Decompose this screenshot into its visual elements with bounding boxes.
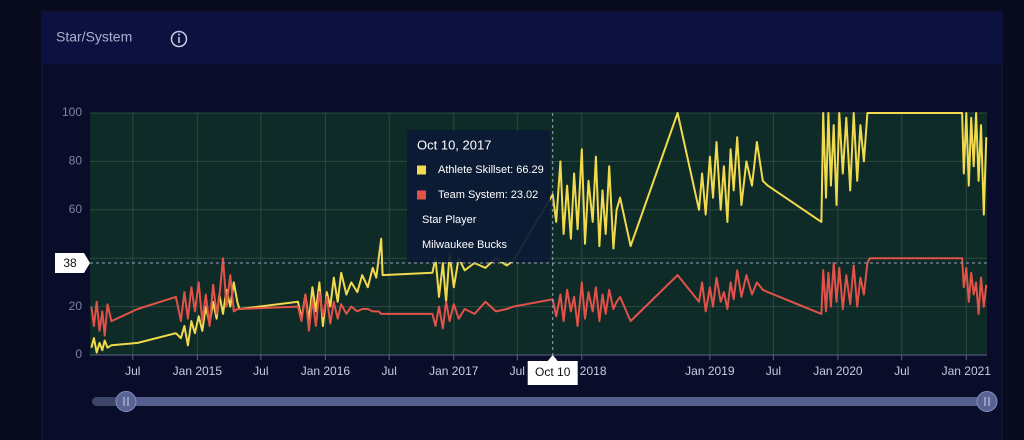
info-dot <box>178 33 180 36</box>
x-tick-label: Jan 2019 <box>685 364 735 378</box>
tooltip: Oct 10, 2017 Athlete Skillset: 66.29 Team … <box>407 130 550 262</box>
slider-handle-right[interactable] <box>976 391 998 412</box>
series-line <box>90 112 988 354</box>
x-tick-label: Jan 2015 <box>173 364 223 378</box>
y-tick-label: 0 <box>75 347 82 361</box>
tooltip-swatch <box>417 165 426 175</box>
crosshair: 38 Oct 10 <box>55 113 987 385</box>
y-tick-label: 80 <box>69 154 83 168</box>
x-tick-label: Jul <box>766 364 781 378</box>
crosshair-x-label: Oct 10 <box>535 365 571 379</box>
panel-header <box>42 12 1002 64</box>
tooltip-swatch <box>417 190 426 200</box>
y-tick-label: 100 <box>62 105 82 119</box>
range-slider[interactable] <box>92 391 998 412</box>
series-line <box>90 257 988 337</box>
info-icon[interactable] <box>170 30 188 48</box>
slider-selection <box>126 397 987 406</box>
tooltip-row: Athlete Skillset: 66.29 <box>438 164 544 176</box>
x-tick-label: Jul <box>894 364 909 378</box>
slider-handle-left[interactable] <box>115 391 137 412</box>
x-tick-label: Jul <box>125 364 140 378</box>
tooltip-row: Team System: 23.02 <box>438 189 538 201</box>
crosshair-y-box <box>55 253 90 274</box>
tooltip-title: Oct 10, 2017 <box>417 137 491 152</box>
x-tick-label: Jul <box>382 364 397 378</box>
panel-title: Star/System <box>56 29 132 45</box>
x-tick-label: Jan 2020 <box>813 364 863 378</box>
series-lines <box>90 112 988 354</box>
info-circle <box>170 30 188 48</box>
y-tick-label: 60 <box>69 202 83 216</box>
crosshair-x-box <box>527 355 578 385</box>
x-tick-label: Jul <box>510 364 525 378</box>
tooltip-line: Star Player <box>422 214 477 226</box>
y-tick-label: 20 <box>69 299 83 313</box>
x-tick-label: Jan 2021 <box>942 364 992 378</box>
crosshair-y-label: 38 <box>63 256 77 270</box>
tooltip-box <box>407 130 550 262</box>
tooltip-line: Milwaukee Bucks <box>422 239 507 251</box>
x-tick-label: Jan 2016 <box>301 364 351 378</box>
x-tick-label: Jan 2017 <box>429 364 479 378</box>
x-tick-label: Jul <box>253 364 268 378</box>
